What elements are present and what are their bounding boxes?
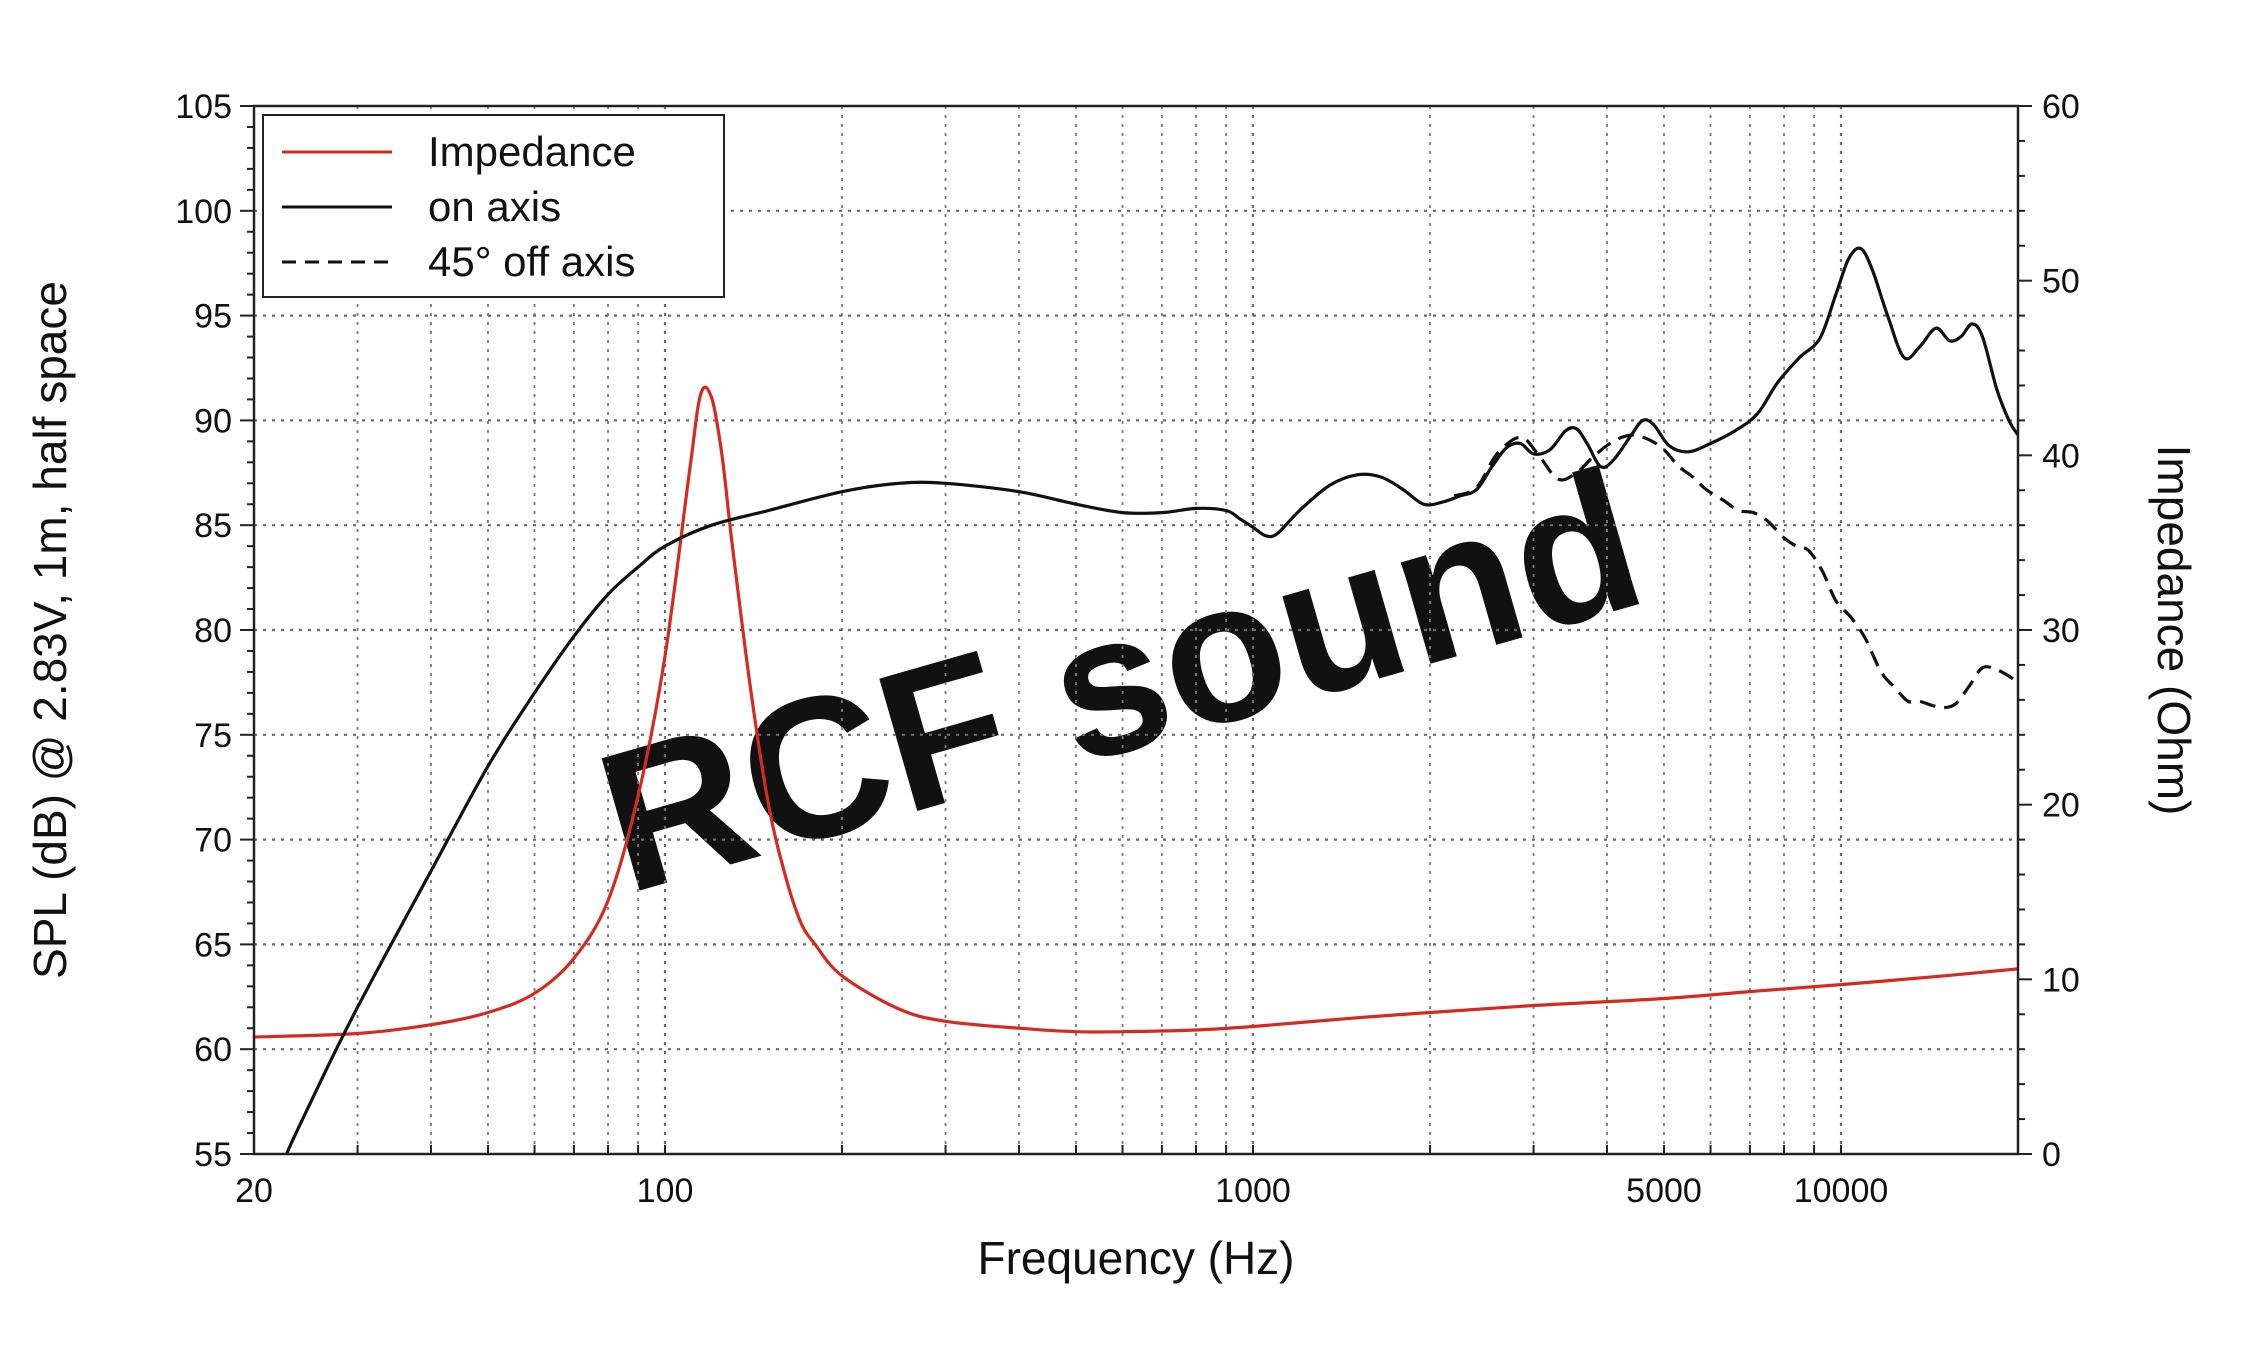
watermark-text: RCF sound	[577, 427, 1664, 935]
impedance-series-line	[254, 385, 2018, 1039]
series-layer	[254, 246, 2018, 1154]
y-axis-title: SPL (dB) @ 2.83V, 1m, half space	[24, 281, 76, 979]
y-tick-label: 100	[175, 193, 232, 231]
y-tick-label: 90	[194, 402, 232, 440]
legend-label-off-axis: 45° off axis	[428, 238, 635, 285]
y-tick-label: 80	[194, 612, 232, 650]
legend-label-on-axis: on axis	[428, 183, 561, 230]
y2-tick-label: 60	[2042, 88, 2080, 126]
y2-tick-label: 30	[2042, 612, 2080, 650]
plot-frame	[252, 104, 2020, 1156]
y-tick-label: 70	[194, 822, 232, 860]
off-axis-series-line	[1453, 433, 2018, 710]
y2-axis-title: Impedance (Ohm)	[2148, 445, 2200, 816]
y-tick-label: 95	[194, 298, 232, 336]
x-axis-title: Frequency (Hz)	[978, 1232, 1295, 1284]
y2-tick-label: 10	[2042, 961, 2080, 999]
y2-tick-label: 0	[2042, 1136, 2061, 1174]
on-axis-series-line	[284, 246, 2018, 1154]
y-tick-label: 85	[194, 507, 232, 545]
x-tick-label: 5000	[1626, 1172, 1702, 1210]
x-tick-label: 20	[235, 1172, 273, 1210]
y-tick-label: 105	[175, 88, 232, 126]
y-tick-label: 55	[194, 1136, 232, 1174]
x-tick-label: 100	[637, 1172, 694, 1210]
watermark: RCF sound	[577, 427, 1664, 935]
x-tick-label: 10000	[1794, 1172, 1889, 1210]
y2-tick-label: 40	[2042, 437, 2080, 475]
legend-label-impedance: Impedance	[428, 128, 636, 175]
y-tick-label: 65	[194, 926, 232, 964]
y2-tick-label: 50	[2042, 263, 2080, 301]
tick-labels: 55 60 65 70 75 80 85 90 95 100 105 0 10 20 30 40 50 60 20 1…	[175, 88, 2080, 1210]
x-tick-label: 1000	[1215, 1172, 1291, 1210]
y2-tick-label: 20	[2042, 787, 2080, 825]
grid	[254, 106, 2018, 1154]
y-tick-label: 75	[194, 717, 232, 755]
y-tick-label: 60	[194, 1031, 232, 1069]
legend: Impedance on axis 45° off axis	[262, 114, 725, 298]
